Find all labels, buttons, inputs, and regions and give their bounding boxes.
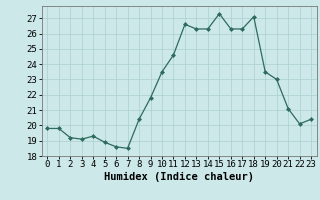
X-axis label: Humidex (Indice chaleur): Humidex (Indice chaleur) [104,172,254,182]
